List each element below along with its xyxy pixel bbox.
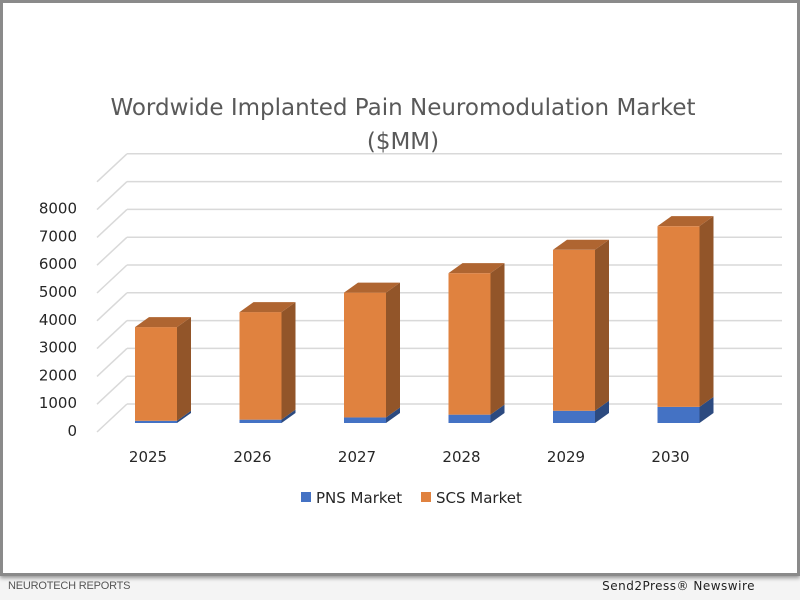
gridline-floor — [96, 292, 128, 322]
y-tick-label: 1000 — [39, 394, 77, 412]
bar-front — [344, 417, 386, 423]
bar-front — [135, 420, 177, 423]
bar-scs-market-2030 — [657, 216, 714, 407]
gridline-floor — [96, 375, 128, 405]
bar-front — [657, 226, 700, 407]
bar-scs-market-2029 — [553, 239, 609, 411]
gridline-floor — [96, 153, 128, 183]
gridline-floor — [96, 320, 128, 350]
bar-front — [657, 406, 700, 423]
chart-title: Wordwide Implanted Pain Neuromodulation … — [110, 95, 695, 121]
bar-side — [177, 317, 191, 421]
y-tick-label: 2000 — [39, 366, 77, 384]
chart-frame: Wordwide Implanted Pain Neuromodulation … — [0, 0, 800, 576]
legend-item: PNS Market — [301, 489, 402, 507]
footer-source: NEUROTECH REPORTS — [8, 580, 131, 592]
bar-pns-market-2030 — [657, 396, 714, 423]
y-tick-label: 6000 — [39, 255, 77, 273]
y-tick-label: 5000 — [39, 283, 77, 301]
bar-scs-market-2028 — [448, 263, 505, 415]
bar-top — [239, 302, 296, 313]
bar-pns-market-2029 — [553, 400, 609, 423]
bar-front — [239, 312, 282, 420]
legend-label: SCS Market — [436, 489, 522, 507]
bar-scs-market-2026 — [239, 302, 296, 420]
bar-side — [386, 282, 400, 418]
legend-label: PNS Market — [316, 489, 402, 507]
bar-pns-market-2027 — [344, 407, 400, 423]
y-tick-label: 8000 — [39, 200, 77, 218]
bar-top — [657, 216, 714, 227]
chart-subtitle: ($MM) — [367, 129, 439, 155]
legend-item: SCS Market — [421, 489, 522, 507]
footer-credit: Send2Press® Newswire — [602, 579, 755, 593]
y-tick-label: 3000 — [39, 339, 77, 357]
x-tick-label: 2025 — [129, 448, 167, 466]
gridline-floor — [96, 181, 128, 211]
bar-top — [553, 239, 609, 250]
bar-scs-market-2025 — [135, 317, 191, 421]
chart: Wordwide Implanted Pain Neuromodulation … — [39, 95, 782, 507]
legend-swatch — [421, 492, 431, 502]
bar-front — [239, 419, 282, 423]
bar-side — [281, 302, 296, 420]
gridline-floor — [96, 403, 128, 433]
bar-side — [699, 396, 714, 423]
legend-swatch — [301, 492, 311, 502]
bar-front — [448, 273, 491, 415]
bar-side — [177, 410, 191, 423]
gridline-floor — [96, 208, 128, 238]
bar-side — [281, 409, 296, 423]
y-tick-label: 4000 — [39, 311, 77, 329]
bar-front — [448, 414, 491, 423]
bar-front — [135, 327, 177, 421]
bar-side — [490, 404, 505, 423]
x-tick-label: 2027 — [338, 448, 376, 466]
x-tick-label: 2030 — [651, 448, 689, 466]
bar-side — [595, 400, 609, 423]
bar-pns-market-2025 — [135, 410, 191, 423]
bar-pns-market-2028 — [448, 404, 505, 423]
x-tick-label: 2029 — [547, 448, 585, 466]
bar-pns-market-2026 — [239, 409, 296, 423]
bar-front — [344, 292, 386, 418]
bar-top — [448, 263, 505, 274]
bar-top — [135, 317, 191, 328]
y-tick-label: 0 — [67, 422, 77, 440]
x-tick-label: 2026 — [233, 448, 271, 466]
bar-front — [553, 410, 595, 423]
gridline-floor — [96, 347, 128, 377]
bar-top — [344, 282, 400, 293]
bar-side — [699, 216, 714, 407]
y-tick-label: 7000 — [39, 227, 77, 245]
x-tick-label: 2028 — [442, 448, 480, 466]
bar-scs-market-2027 — [344, 282, 400, 418]
gridline-floor — [96, 264, 128, 294]
bar-front — [553, 249, 595, 411]
bar-side — [386, 407, 400, 423]
bar-side — [595, 239, 609, 411]
bar-side — [490, 263, 505, 415]
gridline-floor — [96, 236, 128, 266]
